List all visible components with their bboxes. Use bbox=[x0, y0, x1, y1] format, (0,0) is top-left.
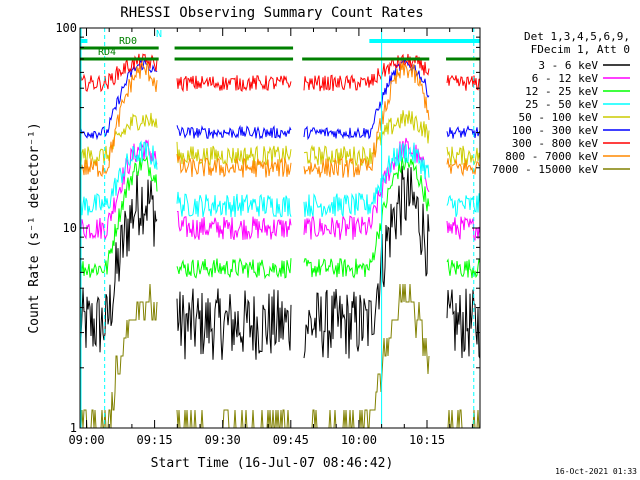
series-line-0 bbox=[79, 165, 481, 360]
series-line-4 bbox=[79, 110, 481, 168]
y-axis-label: Count Rate (s⁻¹ detector⁻¹) bbox=[27, 122, 42, 333]
legend-label: 100 - 300 keV bbox=[512, 124, 598, 137]
legend-label: 12 - 25 keV bbox=[525, 85, 598, 98]
y-tick-label: 10 bbox=[63, 221, 77, 235]
legend-label: 300 - 800 keV bbox=[512, 137, 598, 150]
series-line-2 bbox=[79, 155, 481, 280]
y-tick-label: 100 bbox=[55, 21, 77, 35]
flag-label-n: N bbox=[156, 29, 162, 40]
x-tick-label: 09:30 bbox=[205, 433, 241, 447]
legend-label: 25 - 50 keV bbox=[525, 98, 598, 111]
legend: Det 1,3,4,5,6,9,FDecim 1, Att 0 3 - 6 keV… bbox=[492, 30, 630, 176]
axes: 1 10 100 09:00 09:15 09:30 09:45 10:00 10:15 bbox=[55, 21, 481, 447]
flag-label-rd0: RD0 bbox=[119, 36, 137, 47]
x-tick-label: 10:15 bbox=[409, 433, 445, 447]
legend-label: 800 - 7000 keV bbox=[505, 150, 598, 163]
series-line-6 bbox=[79, 53, 481, 93]
legend-label: 6 - 12 keV bbox=[532, 72, 599, 85]
y-tick-label: 1 bbox=[70, 421, 77, 435]
x-axis-label: Start Time (16-Jul-07 08:46:42) bbox=[151, 456, 394, 471]
legend-header-line: Det 1,3,4,5,6,9, bbox=[524, 30, 630, 43]
legend-label: 7000 - 15000 keV bbox=[492, 163, 598, 176]
x-tick-label: 10:00 bbox=[341, 433, 377, 447]
series-line-1 bbox=[79, 137, 481, 241]
series-line-7 bbox=[79, 61, 481, 178]
series-line-8 bbox=[79, 283, 480, 429]
legend-header-line: FDecim 1, Att 0 bbox=[531, 43, 630, 56]
timestamp: 16-Oct-2021 01:33 bbox=[555, 467, 637, 476]
x-tick-label: 09:15 bbox=[137, 433, 173, 447]
chart-title: RHESSI Observing Summary Count Rates bbox=[120, 5, 423, 21]
flag-label-rd4: RD4 bbox=[98, 47, 116, 58]
x-tick-label: 09:00 bbox=[68, 433, 104, 447]
x-tick-label: 09:45 bbox=[273, 433, 309, 447]
legend-label: 50 - 100 keV bbox=[519, 111, 599, 124]
legend-label: 3 - 6 keV bbox=[538, 59, 598, 72]
plot-frame bbox=[79, 27, 481, 429]
series-line-3 bbox=[79, 140, 481, 218]
series-line-5 bbox=[79, 58, 481, 141]
